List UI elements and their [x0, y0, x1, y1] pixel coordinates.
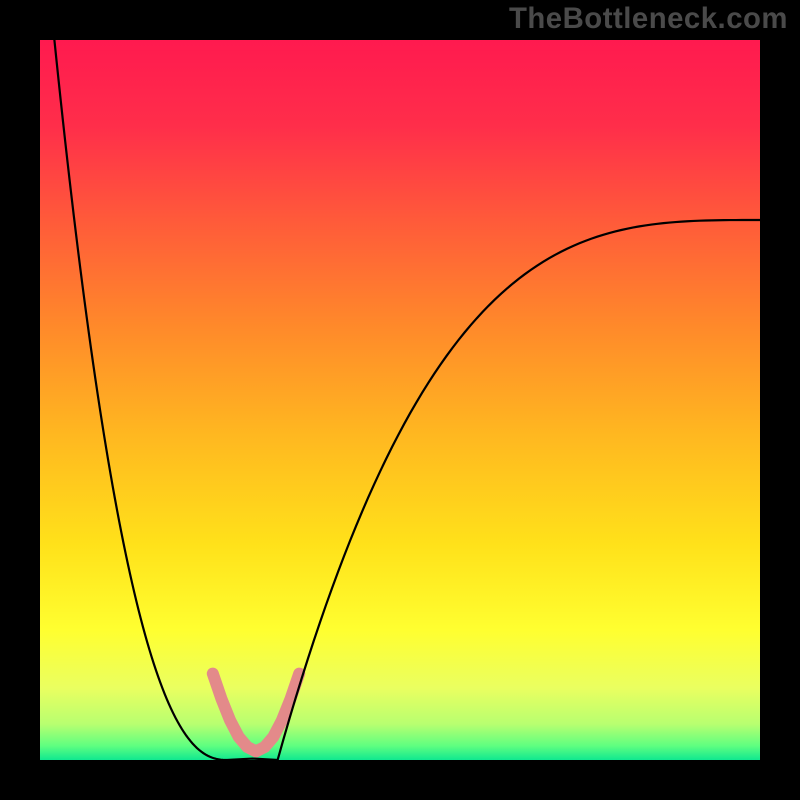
chart-svg	[0, 0, 800, 800]
plot-background	[40, 40, 760, 760]
watermark-text: TheBottleneck.com	[509, 2, 788, 36]
figure-root: TheBottleneck.com	[0, 0, 800, 800]
